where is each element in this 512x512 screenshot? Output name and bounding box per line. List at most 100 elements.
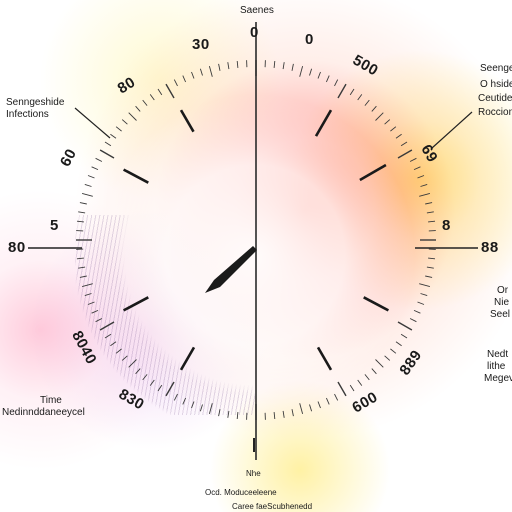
dial-tick — [173, 79, 178, 87]
dial-tick — [425, 275, 433, 278]
dial-tick — [309, 404, 313, 412]
dial-tick — [282, 410, 285, 418]
dial-tick — [227, 62, 230, 70]
dial-accent-tick — [122, 296, 149, 312]
dial-tick — [420, 183, 428, 187]
dial-tick — [79, 275, 87, 278]
dial-tick — [81, 283, 93, 288]
right-top-label-3: Ceutide — [478, 93, 512, 104]
right-mid-label-1: Or — [497, 285, 509, 296]
dial-tick — [128, 359, 137, 368]
dial-tick — [157, 384, 163, 392]
dial-tick — [309, 68, 313, 76]
dial-tick — [273, 60, 276, 68]
dial-tick — [104, 141, 112, 147]
needle-arrow — [205, 246, 257, 293]
dial-accent-tick — [179, 109, 195, 133]
dial-tick — [78, 211, 86, 214]
dial-tick — [364, 374, 370, 381]
tick-label-5: 5 — [50, 217, 59, 234]
dial-tick — [425, 202, 433, 205]
dial-tick — [128, 112, 137, 121]
dial-tick — [428, 220, 436, 223]
dial-tick — [419, 283, 431, 288]
dial-tick — [84, 293, 92, 297]
right-top-label-2: O hside — [480, 79, 512, 90]
dial-tick — [81, 192, 93, 197]
dial-tick — [104, 333, 112, 339]
dial-tick — [115, 348, 122, 354]
right-top-label-4: Roccion — [478, 107, 512, 118]
dial-tick — [291, 63, 294, 71]
dial-tick — [165, 381, 175, 397]
dial-tick — [78, 266, 86, 269]
dial-accent-tick — [179, 346, 196, 371]
left-low-label-1: Time — [40, 395, 62, 406]
dial-tick — [395, 133, 402, 139]
dial-tick — [375, 359, 384, 368]
dial-tick — [99, 321, 115, 331]
dial-tick — [299, 403, 304, 415]
dial-tick — [142, 374, 148, 381]
left-top-label-1: Senngeshide — [6, 97, 65, 108]
dial-tick — [91, 309, 99, 314]
dial-tick — [291, 409, 294, 417]
dial-tick — [317, 401, 321, 409]
dial-tick — [317, 71, 321, 79]
dial-tick — [79, 202, 87, 205]
dial-tick — [191, 71, 195, 79]
dial-tick — [397, 321, 413, 331]
dial-tick — [426, 266, 434, 269]
dial-tick — [420, 293, 428, 297]
dial-accent-tick — [316, 346, 333, 371]
bottom-label-3: Caree faeScubhenedd — [232, 502, 313, 511]
dial-tick — [419, 192, 431, 197]
dial-tick — [390, 348, 397, 354]
dial-tick — [208, 403, 213, 415]
dial-accent-tick — [359, 163, 387, 182]
left-top-label-2: Infections — [6, 109, 49, 120]
page-title: Saenes — [240, 5, 274, 16]
dial-tick — [273, 412, 276, 420]
tick-label-8: 8 — [442, 217, 451, 234]
dial-tick — [426, 211, 434, 214]
dial-tick — [417, 301, 425, 305]
dial-tick — [375, 112, 384, 121]
dial-tick — [409, 318, 417, 323]
dial-tick — [236, 60, 239, 68]
dial-tick — [337, 83, 347, 99]
dial-tick — [135, 105, 141, 112]
dial-tick — [337, 381, 347, 397]
dial-tick — [165, 83, 175, 99]
tick-label-0b: 0 — [305, 31, 314, 48]
right-low-label-2: lithe — [487, 361, 506, 372]
dial-tick — [208, 65, 213, 77]
dial-tick — [142, 99, 148, 106]
dial-tick — [218, 63, 221, 71]
dial-accent-tick — [363, 296, 390, 312]
dial-tick — [413, 166, 421, 171]
dial-tick — [115, 126, 122, 132]
dial-center-glow — [95, 95, 415, 415]
tick-label-0: 0 — [250, 24, 259, 41]
dial-tick — [87, 175, 95, 179]
dial-tick — [76, 220, 84, 223]
dial-tick — [91, 166, 99, 171]
dial-tick — [364, 99, 370, 106]
dial-tick — [357, 379, 363, 386]
tick-label-30: 30 — [192, 36, 210, 53]
dial-tick — [121, 119, 128, 125]
dial-tick — [390, 126, 397, 132]
dial-tick — [397, 149, 413, 159]
dial-tick — [199, 68, 203, 76]
dial-ticks — [76, 60, 436, 420]
dial-tick — [218, 409, 221, 417]
dial-tick — [349, 384, 355, 392]
left-low-label-2: Nedinnddaneeycel — [2, 407, 85, 418]
dial-tick — [334, 393, 339, 401]
dial-tick — [76, 257, 84, 260]
dial-tick — [236, 412, 239, 420]
dial-tick — [371, 368, 377, 375]
tick-label-80-left: 80 — [8, 239, 26, 256]
